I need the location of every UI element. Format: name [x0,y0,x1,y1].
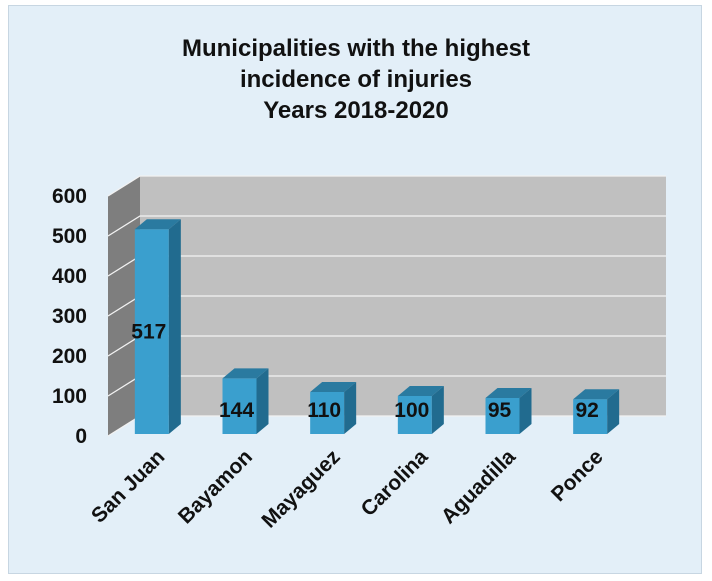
bar-side [519,388,532,434]
gridline [107,175,666,197]
data-label: 110 [307,399,341,422]
y-tick-label: 200 [52,345,87,368]
data-label: 92 [575,399,598,422]
bars [134,219,620,434]
bar-top [573,389,620,400]
bar-side [431,386,444,434]
bar-side [256,368,269,434]
bar-front [573,399,608,434]
data-label: 95 [488,399,512,422]
y-tick-label: 0 [75,425,87,448]
chart-title: Municipalities with the highest incidenc… [0,33,712,126]
data-label: 144 [219,399,254,422]
bar [397,386,444,434]
category-label: Mayaguez [257,445,344,532]
bar-front [397,396,432,434]
bar-top [485,388,532,398]
category-label: San Juan [87,445,169,527]
y-tick-label: 500 [52,225,87,248]
chart-title-line-1: Municipalities with the highest [181,35,531,62]
data-label: 517 [131,321,166,344]
y-axis-tick-labels: 0 100 200 300 400 500 600 [52,185,87,448]
bar [485,388,532,434]
y-tick-label: 100 [52,385,87,408]
category-label: Aguadilla [437,445,520,528]
bar-top [397,386,444,396]
y-tick-label: 400 [52,265,87,288]
data-label: 100 [394,399,429,422]
bar [573,389,620,434]
bar-top [310,382,357,392]
x-axis-category-labels: San Juan Bayamon Mayaguez Carolina Aguadilla… [87,445,608,532]
bar-front [485,398,520,434]
bar-top [222,368,269,379]
bar-front [310,392,345,434]
y-tick-label: 300 [52,305,87,328]
bar-side [344,382,357,434]
bar-side [607,389,620,434]
bar-front [134,229,169,434]
bar [310,382,357,434]
y-tick-label: 600 [52,185,87,208]
category-label: Bayamon [174,445,257,528]
bar [134,219,181,434]
bar [222,368,269,434]
category-label: Ponce [547,445,608,506]
data-labels: 517 144 110 100 95 92 [131,321,599,422]
bar-front [222,378,257,434]
category-label: Carolina [357,445,433,521]
gridline [107,215,666,237]
chart-title-line-3: Years 2018-2020 [263,97,449,124]
bar-top [134,219,181,230]
chart-title-line-2: incidence of injuries [239,66,473,93]
bar-side [168,219,181,434]
